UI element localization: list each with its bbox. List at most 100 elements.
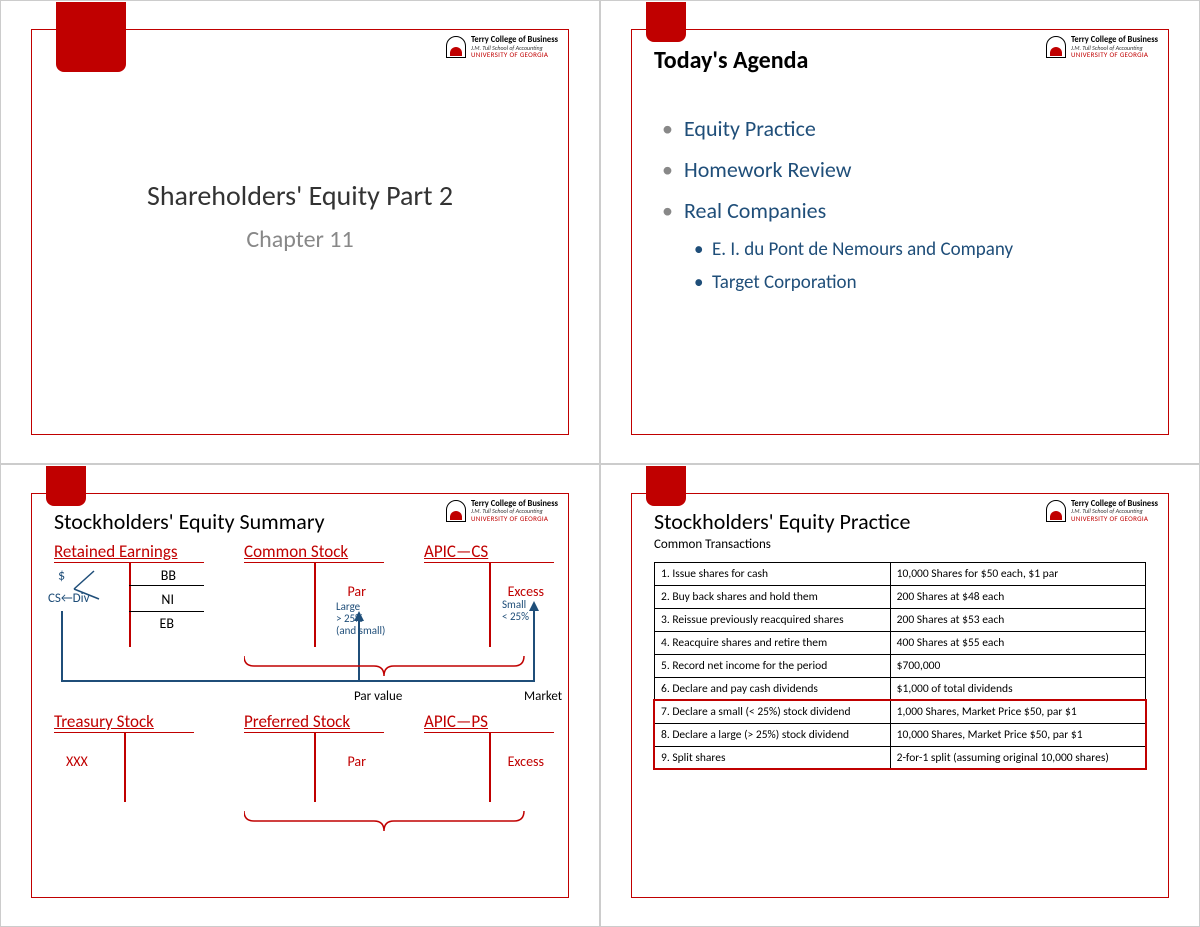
- re-eb: EB: [160, 615, 174, 632]
- t-account-diagram: Retained Earnings $ CS←Div BB NI EB: [54, 541, 546, 881]
- re-div2: [129, 611, 204, 612]
- tacct-retained-earnings: Retained Earnings $ CS←Div BB NI EB: [54, 541, 204, 647]
- arch-icon: [1046, 36, 1066, 58]
- tacct-treasury: Treasury Stock XXX: [54, 711, 194, 802]
- apiccs-name: APIC—CS: [424, 541, 554, 562]
- logo: Terry College of Business J.M. Tull Scho…: [1046, 500, 1158, 523]
- slide-4-frame: Terry College of Business J.M. Tull Scho…: [631, 493, 1169, 899]
- corner-tab: [46, 466, 86, 506]
- tx-desc: 4. Reacquire shares and retire them: [655, 631, 891, 654]
- agenda-sub: E. I. du Pont de Nemours and Company Tar…: [684, 238, 1146, 294]
- anno-small: Small < 25%: [502, 599, 529, 623]
- apiccs-t: Excess: [424, 562, 554, 647]
- re-name: Retained Earnings: [54, 541, 204, 562]
- tx-detail: 200 Shares at $53 each: [890, 608, 1145, 631]
- cs-par: Par: [347, 583, 366, 600]
- corner-tab: [646, 2, 686, 42]
- slide-4-practice: Terry College of Business J.M. Tull Scho…: [600, 464, 1200, 927]
- apicps-name: APIC—PS: [424, 711, 554, 732]
- tx-detail: $700,000: [890, 654, 1145, 677]
- table-row: 4. Reacquire shares and retire them400 S…: [655, 631, 1146, 654]
- slide-1-title: Terry College of Business J.M. Tull Scho…: [0, 0, 600, 464]
- slide-3-frame: Terry College of Business J.M. Tull Scho…: [31, 493, 569, 899]
- logo-text: Terry College of Business J.M. Tull Scho…: [1071, 500, 1158, 523]
- agenda-sub-1: Target Corporation: [712, 271, 1146, 294]
- re-t: $ CS←Div BB NI EB: [54, 562, 204, 647]
- agenda-item-0: Equity Practice: [684, 115, 1146, 142]
- table-row: 9. Split shares2-for-1 split (assuming o…: [655, 746, 1146, 769]
- agenda-item-2: Real Companies: [684, 197, 1146, 224]
- tx-detail: 1,000 Shares, Market Price $50, par $1: [890, 700, 1145, 723]
- re-dollar: $: [58, 567, 65, 584]
- slide-title: Shareholders' Equity Part 2: [54, 178, 546, 213]
- tx-detail: 200 Shares at $48 each: [890, 585, 1145, 608]
- ts-t: XXX: [54, 732, 194, 802]
- logo: Terry College of Business J.M. Tull Scho…: [446, 36, 558, 59]
- cs-name: Common Stock: [244, 541, 384, 562]
- tx-desc: 3. Reissue previously reacquired shares: [655, 608, 891, 631]
- brace-row2: [244, 806, 564, 846]
- anno-market: Market: [524, 689, 562, 704]
- ps-name: Preferred Stock: [244, 711, 384, 732]
- tacct-apic-ps: APIC—PS Excess: [424, 711, 554, 802]
- tx-detail: $1,000 of total dividends: [890, 677, 1145, 700]
- tx-desc: 6. Declare and pay cash dividends: [655, 677, 891, 700]
- re-ni: NI: [161, 591, 174, 608]
- slide-1-frame: Terry College of Business J.M. Tull Scho…: [31, 29, 569, 435]
- agenda-item-1: Homework Review: [684, 156, 1146, 183]
- tx-desc: 2. Buy back shares and hold them: [655, 585, 891, 608]
- tx-desc: 5. Record net income for the period: [655, 654, 891, 677]
- ts-name: Treasury Stock: [54, 711, 194, 732]
- logo: Terry College of Business J.M. Tull Scho…: [446, 500, 558, 523]
- arch-icon: [1046, 500, 1066, 522]
- logo-text: Terry College of Business J.M. Tull Scho…: [471, 36, 558, 59]
- tx-detail: 10,000 Shares, Market Price $50, par $1: [890, 723, 1145, 746]
- corner-tab: [646, 466, 686, 506]
- table-row: 6. Declare and pay cash dividends$1,000 …: [655, 677, 1146, 700]
- re-div1: [129, 585, 204, 586]
- apicps-excess: Excess: [508, 753, 544, 770]
- table-row: 1. Issue shares for cash10,000 Shares fo…: [655, 562, 1146, 585]
- slide-2-frame: Terry College of Business J.M. Tull Scho…: [631, 29, 1169, 435]
- brand-line3: UNIVERSITY OF GEORGIA: [471, 51, 558, 58]
- re-bb: BB: [161, 567, 176, 584]
- table-row: 8. Declare a large (> 25%) stock dividen…: [655, 723, 1146, 746]
- tx-desc: 9. Split shares: [655, 746, 891, 769]
- tx-desc: 1. Issue shares for cash: [655, 562, 891, 585]
- brand-line3: UNIVERSITY OF GEORGIA: [1071, 515, 1158, 522]
- ps-t: Par: [244, 732, 384, 802]
- brand-line3: UNIVERSITY OF GEORGIA: [471, 515, 558, 522]
- table-row: 3. Reissue previously reacquired shares2…: [655, 608, 1146, 631]
- apicps-t: Excess: [424, 732, 554, 802]
- logo-text: Terry College of Business J.M. Tull Scho…: [1071, 36, 1158, 59]
- ts-xxx: XXX: [66, 753, 88, 770]
- tacct-apic-cs: APIC—CS Excess: [424, 541, 554, 647]
- arch-icon: [446, 36, 466, 58]
- tx-desc: 7. Declare a small (< 25%) stock dividen…: [655, 700, 891, 723]
- agenda-list: Equity Practice Homework Review Real Com…: [654, 115, 1146, 294]
- logo-text: Terry College of Business J.M. Tull Scho…: [471, 500, 558, 523]
- anno-parvalue: Par value: [354, 689, 402, 704]
- logo: Terry College of Business J.M. Tull Scho…: [1046, 36, 1158, 59]
- arch-icon: [446, 500, 466, 522]
- table-row: 7. Declare a small (< 25%) stock dividen…: [655, 700, 1146, 723]
- tx-wrap: 1. Issue shares for cash10,000 Shares fo…: [654, 562, 1146, 770]
- practice-subtitle: Common Transactions: [654, 537, 1146, 552]
- tx-desc: 8. Declare a large (> 25%) stock dividen…: [655, 723, 891, 746]
- slide-2-agenda: Terry College of Business J.M. Tull Scho…: [600, 0, 1200, 464]
- tacct-preferred: Preferred Stock Par: [244, 711, 384, 802]
- anno-large: Large > 25% (and small): [336, 601, 385, 637]
- corner-tab: [56, 2, 126, 72]
- agenda-sub-0: E. I. du Pont de Nemours and Company: [712, 238, 1146, 261]
- tx-detail: 400 Shares at $55 each: [890, 631, 1145, 654]
- slide-3-summary: Terry College of Business J.M. Tull Scho…: [0, 464, 600, 927]
- tx-detail: 10,000 Shares for $50 each, $1 par: [890, 562, 1145, 585]
- apiccs-excess: Excess: [508, 583, 544, 600]
- slide-subtitle: Chapter 11: [54, 225, 546, 254]
- tx-detail: 2-for-1 split (assuming original 10,000 …: [890, 746, 1145, 769]
- brace-parvalue: [244, 651, 564, 701]
- transactions-table: 1. Issue shares for cash10,000 Shares fo…: [654, 562, 1146, 770]
- re-csdiv: CS←Div: [48, 591, 90, 606]
- table-row: 2. Buy back shares and hold them200 Shar…: [655, 585, 1146, 608]
- table-row: 5. Record net income for the period$700,…: [655, 654, 1146, 677]
